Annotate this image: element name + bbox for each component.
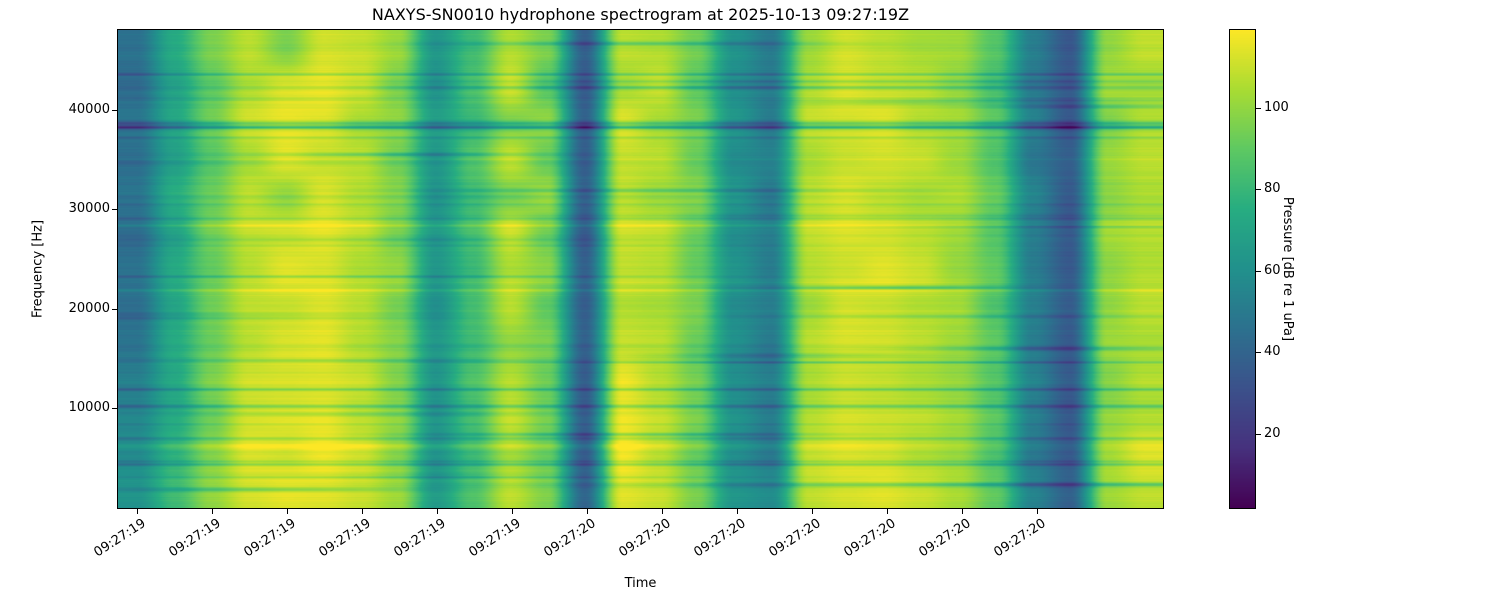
- colorbar-tick-mark: [1256, 189, 1261, 190]
- y-tick-label: 30000: [68, 201, 110, 216]
- x-tick-label: 09:27:19: [466, 516, 524, 561]
- x-axis-label: Time: [624, 576, 657, 591]
- x-tick-mark: [662, 509, 663, 514]
- colorbar-tick-label: 100: [1264, 100, 1289, 115]
- colorbar: [1229, 29, 1256, 509]
- x-tick-mark: [737, 509, 738, 514]
- colorbar-tick-mark: [1256, 271, 1261, 272]
- x-tick-label: 09:27:19: [91, 516, 149, 561]
- colorbar-canvas: [1230, 30, 1255, 508]
- colorbar-tick-mark: [1256, 352, 1261, 353]
- chart-title: NAXYS-SN0010 hydrophone spectrogram at 2…: [371, 5, 910, 24]
- x-tick-label: 09:27:20: [691, 516, 749, 561]
- colorbar-label: Pressure [dB re 1 uPa]: [1280, 196, 1295, 342]
- y-tick-label: 10000: [68, 400, 110, 415]
- y-tick-mark: [112, 209, 117, 210]
- x-tick-mark: [137, 509, 138, 514]
- x-tick-mark: [962, 509, 963, 514]
- x-tick-label: 09:27:19: [166, 516, 224, 561]
- x-tick-mark: [887, 509, 888, 514]
- spectrogram-canvas: [118, 30, 1163, 508]
- y-tick-label: 40000: [68, 102, 110, 117]
- colorbar-tick-mark: [1256, 434, 1261, 435]
- y-axis-label: Frequency [Hz]: [30, 219, 46, 319]
- x-tick-label: 09:27:19: [391, 516, 449, 561]
- x-tick-label: 09:27:19: [316, 516, 374, 561]
- x-tick-mark: [1037, 509, 1038, 514]
- y-tick-mark: [112, 309, 117, 310]
- x-tick-label: 09:27:20: [916, 516, 974, 561]
- x-tick-label: 09:27:20: [616, 516, 674, 561]
- x-tick-mark: [437, 509, 438, 514]
- y-tick-label: 20000: [68, 301, 110, 316]
- x-tick-mark: [287, 509, 288, 514]
- plot-area: [117, 29, 1164, 509]
- x-tick-mark: [212, 509, 213, 514]
- x-tick-mark: [812, 509, 813, 514]
- x-tick-mark: [362, 509, 363, 514]
- colorbar-tick-label: 80: [1264, 181, 1281, 196]
- y-tick-mark: [112, 408, 117, 409]
- y-tick-mark: [112, 110, 117, 111]
- x-tick-label: 09:27:20: [841, 516, 899, 561]
- x-tick-label: 09:27:19: [241, 516, 299, 561]
- colorbar-tick-label: 60: [1264, 263, 1281, 278]
- x-tick-mark: [512, 509, 513, 514]
- colorbar-tick-mark: [1256, 108, 1261, 109]
- x-tick-mark: [587, 509, 588, 514]
- x-tick-label: 09:27:20: [541, 516, 599, 561]
- x-tick-label: 09:27:20: [766, 516, 824, 561]
- colorbar-tick-label: 20: [1264, 426, 1281, 441]
- x-tick-label: 09:27:20: [991, 516, 1049, 561]
- colorbar-tick-label: 40: [1264, 344, 1281, 359]
